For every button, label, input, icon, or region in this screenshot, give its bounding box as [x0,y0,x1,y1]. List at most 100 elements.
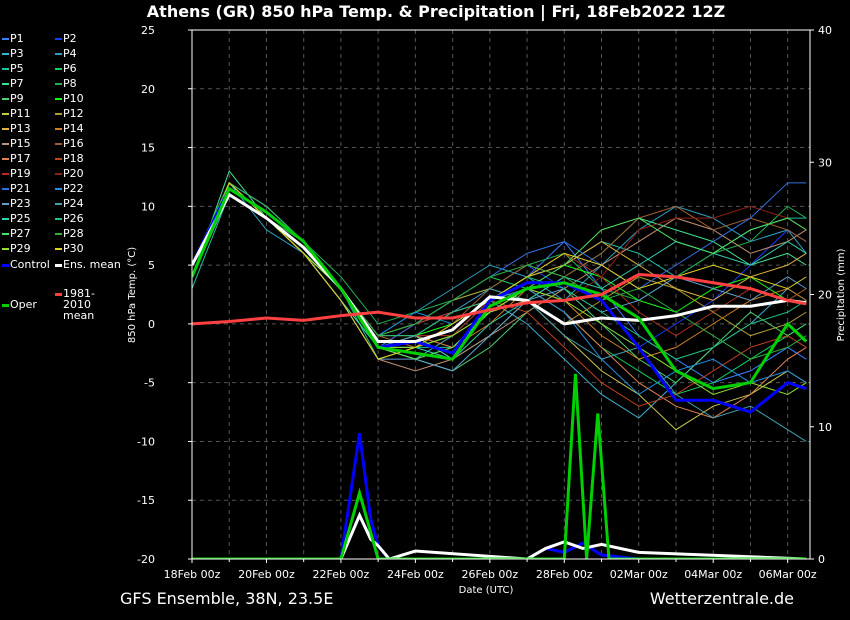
legend-label: P22 [63,182,84,195]
y-tick-label: 25 [141,24,155,37]
y-tick-label: -5 [144,377,155,390]
plot-frame [191,29,811,560]
legend-label: P13 [10,122,31,135]
legend-label: P21 [10,182,31,195]
legend-label: P1 [10,32,24,45]
legend-label: P17 [10,152,31,165]
legend-entry: P24 [55,198,115,209]
legend-swatch [2,203,9,205]
x-tick-label: 18Feb 00z [164,568,221,581]
legend-swatch [55,233,62,235]
legend-label: P27 [10,227,31,240]
precip-line [192,511,807,559]
legend-entry: P28 [55,228,115,239]
y-tick-label: 0 [148,318,155,331]
legend-label: P5 [10,62,24,75]
legend-label: P7 [10,77,24,90]
legend-label: P30 [63,242,84,255]
legend-swatch [2,218,9,220]
legend-swatch [2,53,9,55]
legend-entry: Ens. mean [55,259,135,270]
legend-label: Oper [10,298,37,311]
legend-entry: P25 [2,213,62,224]
legend-swatch [55,98,62,100]
series-line [192,272,807,326]
x-tick-label: 26Feb 00z [461,568,518,581]
legend-swatch [2,158,9,160]
legend-entry: P20 [55,168,115,179]
legend-swatch [55,293,62,296]
legend-entry: P4 [55,48,115,59]
chart-title: Athens (GR) 850 hPa Temp. & Precipitatio… [147,2,725,22]
legend-label: P8 [63,77,77,90]
legend-entry: P19 [2,168,62,179]
footer-left: GFS Ensemble, 38N, 23.5E [120,589,333,608]
x-tick-label: 02Mar 00z [610,568,668,581]
legend-swatch [2,83,9,85]
legend-label: P23 [10,197,31,210]
legend-entry: P16 [55,138,115,149]
series-line [192,186,808,391]
y2-tick-label: 0 [818,553,825,566]
legend-swatch [55,203,62,205]
precip-line [192,373,807,559]
y-tick-label: -10 [137,435,155,448]
legend-swatch [55,188,62,190]
legend-swatch [55,113,62,115]
legend-label: P29 [10,242,31,255]
legend-entry: P8 [55,78,115,89]
legend-entry: P21 [2,183,62,194]
legend-label: Control [10,258,50,271]
legend-label: P15 [10,137,31,150]
legend-swatch [2,38,9,40]
legend-swatch [55,128,62,130]
legend-swatch [55,158,62,160]
legend-entry: P30 [55,243,115,254]
x-tick-label: 04Mar 00z [684,568,742,581]
legend-swatch [2,113,9,115]
legend-entry: P23 [2,198,62,209]
y-tick-label: -20 [137,553,155,566]
legend-label: P14 [63,122,84,135]
series-line [192,181,807,372]
legend-label: P12 [63,107,84,120]
legend-entry: P9 [2,93,62,104]
x-tick-label: 22Feb 00z [313,568,370,581]
legend-label: P11 [10,107,31,120]
x-tick-label: 06Mar 00z [759,568,817,581]
series-line [192,181,807,360]
legend-label: P20 [63,167,84,180]
y-axis-label: 850 hPa Temp. (°C) [127,247,138,343]
y2-tick-label: 40 [818,24,832,37]
legend-entry: P1 [2,33,62,44]
legend-swatch [2,98,9,100]
legend-entry: P12 [55,108,115,119]
legend-swatch [2,68,9,70]
legend-entry: P7 [2,78,62,89]
x-tick-label: 20Feb 00z [238,568,295,581]
legend-entry: P5 [2,63,62,74]
legend-swatch [2,188,9,190]
legend-swatch [55,83,62,85]
legend-entry: P18 [55,153,115,164]
legend-entry: P11 [2,108,62,119]
legend-label: P2 [63,32,77,45]
legend-label: P28 [63,227,84,240]
y2-axis-label: Precipitation (mm) [836,248,847,341]
legend-label: P18 [63,152,84,165]
legend-label: P10 [63,92,84,105]
legend-label: P6 [63,62,77,75]
x-tick-label: 28Feb 00z [536,568,593,581]
y-tick-label: 15 [141,142,155,155]
legend-entry: P22 [55,183,115,194]
legend-label: P19 [10,167,31,180]
legend-label: P9 [10,92,24,105]
legend-entry: P17 [2,153,62,164]
series-line [192,181,807,337]
legend-swatch [55,53,62,55]
legend-swatch [55,264,62,267]
legend-label: P26 [63,212,84,225]
legend-swatch [55,248,62,250]
legend-entry: P2 [55,33,115,44]
